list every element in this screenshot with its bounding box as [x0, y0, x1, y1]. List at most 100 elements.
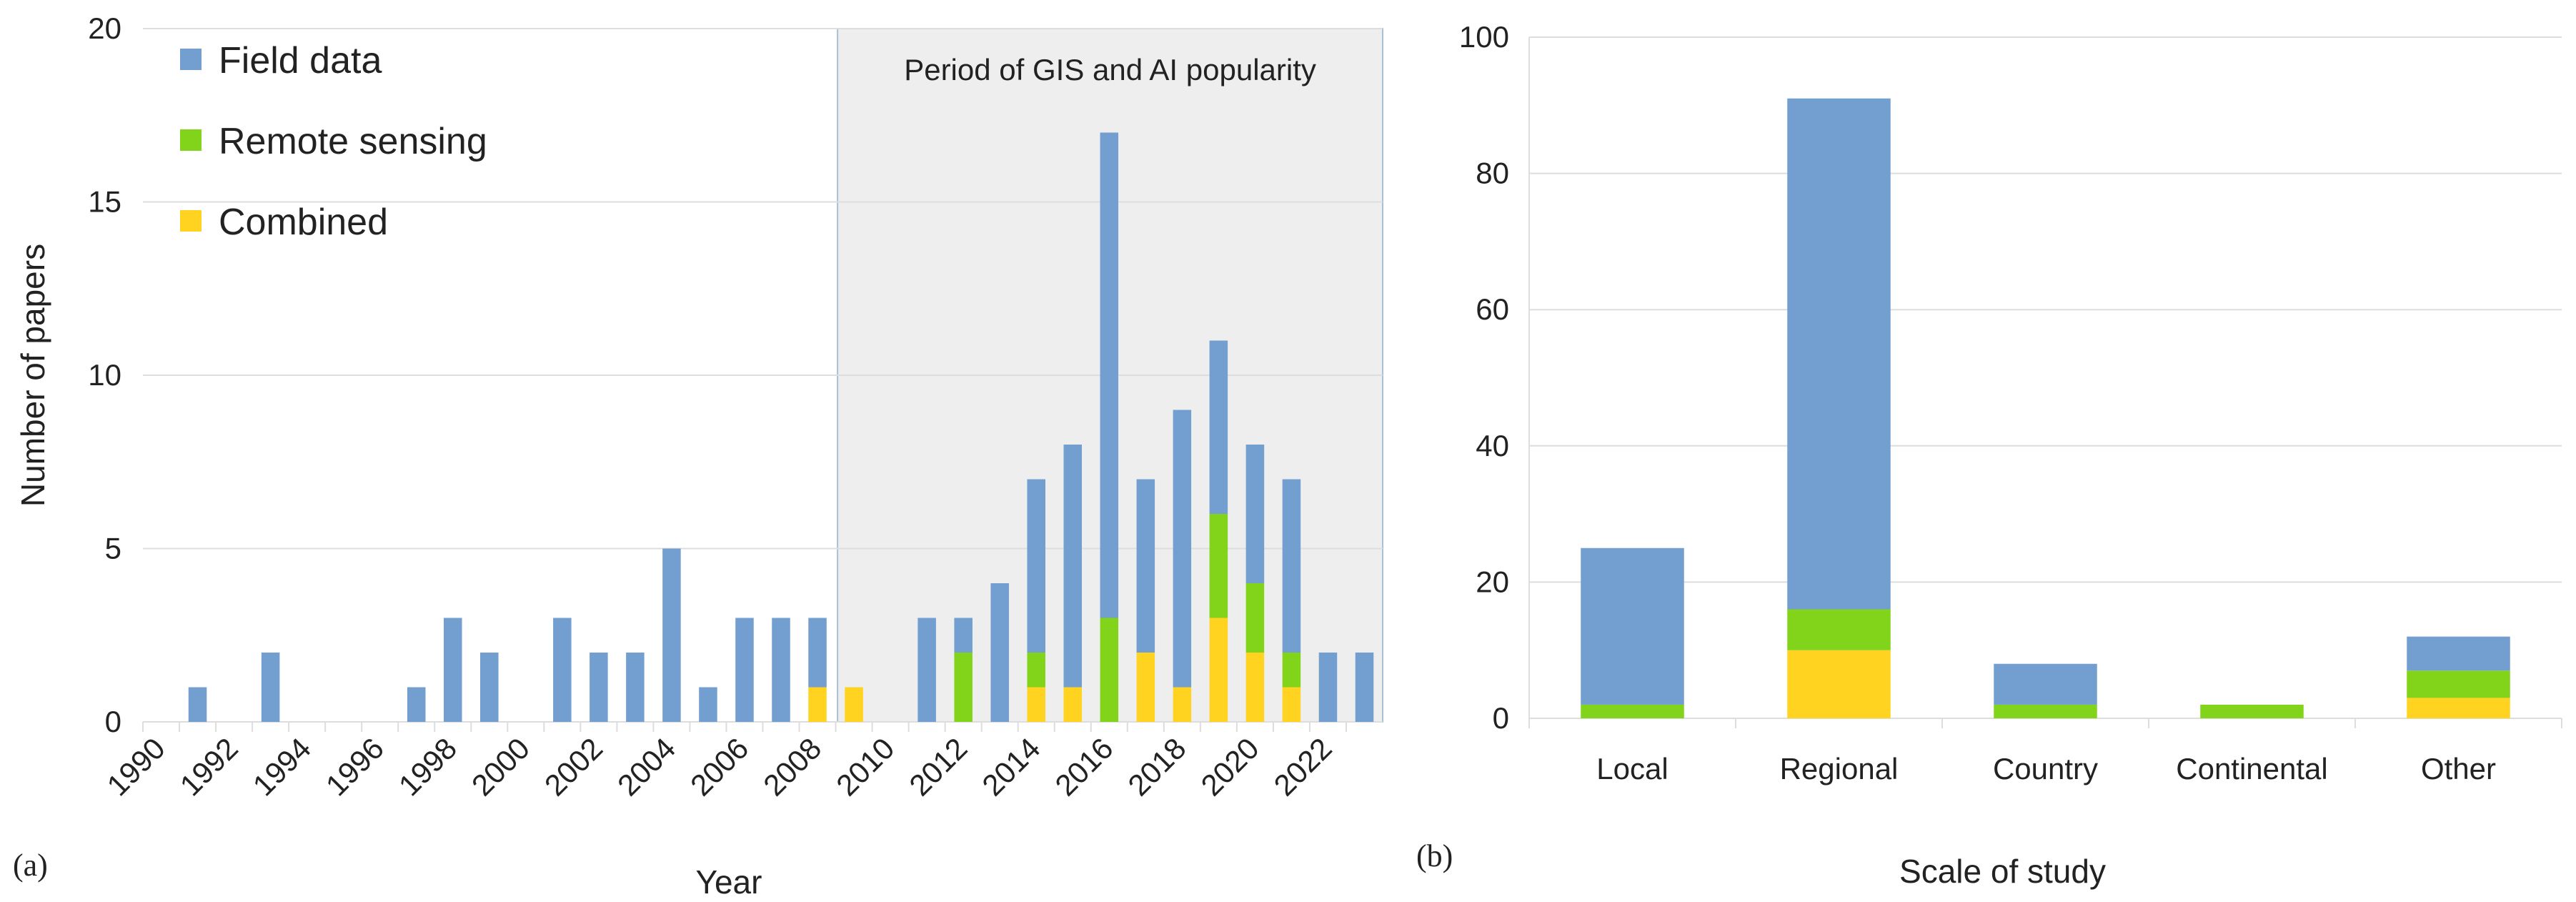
y-tick-0: 0 [105, 705, 121, 738]
bars [188, 132, 1374, 722]
bar-2020-combined [1245, 653, 1265, 722]
y-tick-5: 5 [105, 532, 121, 565]
bar-2018-field-data [1173, 410, 1192, 688]
x-tick-2006: 2006 [684, 731, 755, 802]
bar-2019-remote-sensing [1209, 514, 1228, 618]
panel-label-a: (a) [13, 848, 48, 883]
bar-2009-combined [845, 687, 863, 722]
chart-b-scale-of-study: 0 20 40 60 80 100 Local Regional Country Contine… [1416, 20, 2562, 890]
bar-2012-remote-sensing [954, 653, 973, 722]
legend: Field data Remote sensing Combined [180, 40, 487, 243]
x-tick-2020: 2020 [1194, 731, 1265, 802]
bar-continental-remote-sensing [2200, 704, 2304, 718]
x-tick-2014: 2014 [975, 731, 1046, 802]
x-axis-label: Year [696, 863, 762, 901]
y-tick-labels: 0 5 10 15 20 [88, 11, 121, 738]
y-tick-100: 100 [1459, 20, 1509, 54]
bar-2019-field-data [1209, 340, 1228, 514]
y-tick-10: 10 [88, 358, 121, 392]
bar-regional-field-data [1787, 98, 1891, 610]
highlight-label: Period of GIS and AI popularity [904, 53, 1316, 86]
bar-2021-field-data [1282, 479, 1301, 653]
x-tick-other: Other [2421, 752, 2496, 785]
x-tick-2000: 2000 [465, 731, 536, 802]
bar-2006-field-data [735, 618, 754, 722]
y-tick-60: 60 [1476, 292, 1509, 326]
y-axis-label: Number of papers [14, 244, 51, 507]
bar-2003-field-data [626, 653, 645, 722]
x-tick-local: Local [1596, 752, 1668, 785]
bar-2007-field-data [772, 618, 790, 722]
x-tick-2004: 2004 [611, 731, 682, 802]
bar-2022-field-data [1318, 653, 1338, 722]
bar-country-field-data [1994, 663, 2097, 705]
bar-2018-combined [1173, 687, 1192, 722]
x-tick-regional: Regional [1780, 752, 1899, 785]
y-tick-80: 80 [1476, 157, 1509, 190]
bar-2008-field-data [808, 618, 827, 688]
y-gridlines [1528, 36, 2562, 728]
x-tick-2010: 2010 [830, 731, 900, 802]
x-tick-2016: 2016 [1048, 731, 1119, 802]
bar-2014-remote-sensing [1027, 653, 1045, 688]
legend-label-field-data: Field data [219, 40, 382, 81]
panel-label-b: (b) [1416, 838, 1453, 873]
bar-local-field-data [1581, 547, 1684, 705]
bar-2016-remote-sensing [1100, 618, 1119, 722]
y-tick-20: 20 [1476, 565, 1509, 598]
bar-2020-field-data [1245, 445, 1265, 583]
x-tick-2022: 2022 [1268, 731, 1338, 802]
bar-2015-combined [1063, 687, 1083, 722]
x-tick-labels: Local Regional Country Continental Other [1596, 752, 2496, 785]
x-tick-2018: 2018 [1121, 731, 1192, 802]
x-tick-1994: 1994 [247, 731, 317, 802]
legend-swatch-combined [180, 210, 202, 232]
bar-other-combined [2407, 698, 2510, 718]
bar-1993-field-data [261, 653, 280, 722]
x-tick-country: Country [1993, 752, 2098, 785]
x-tick-1998: 1998 [392, 731, 463, 802]
bar-local-remote-sensing [1581, 704, 1684, 718]
bar-2019-combined [1209, 618, 1228, 722]
bar-2012-field-data [954, 618, 973, 653]
bar-2014-field-data [1027, 479, 1045, 653]
bar-2017-combined [1136, 653, 1155, 722]
x-tick-labels: 1990 1992 1994 1996 1998 2000 2002 2004 2006 2008… [101, 731, 1338, 802]
bar-country-remote-sensing [1994, 704, 2097, 718]
x-tick-2012: 2012 [902, 731, 973, 802]
bar-2016-field-data [1100, 132, 1119, 618]
x-tick-1992: 1992 [174, 731, 244, 802]
x-tick-continental: Continental [2176, 752, 2327, 785]
bar-1991-field-data [188, 687, 207, 722]
bars [1581, 98, 2510, 718]
x-tick-2008: 2008 [757, 731, 827, 802]
bar-2014-combined [1027, 687, 1045, 722]
legend-swatch-field-data [180, 49, 202, 70]
x-axis-label: Scale of study [1899, 853, 2106, 890]
bar-other-remote-sensing [2407, 670, 2510, 698]
x-tick-1990: 1990 [101, 731, 171, 802]
bar-2008-combined [808, 687, 827, 722]
legend-label-remote-sensing: Remote sensing [219, 121, 487, 162]
bar-2021-remote-sensing [1282, 653, 1301, 688]
x-tick-2002: 2002 [538, 731, 609, 802]
bar-2004-field-data [662, 548, 681, 722]
bar-2020-remote-sensing [1245, 583, 1265, 653]
bar-2013-field-data [990, 583, 1009, 722]
bar-2017-field-data [1136, 479, 1155, 653]
y-tick-40: 40 [1476, 429, 1509, 462]
bar-1999-field-data [480, 653, 499, 722]
bar-1998-field-data [443, 618, 462, 722]
y-tick-0: 0 [1493, 701, 1509, 735]
bar-2023-field-data [1355, 653, 1374, 722]
bar-regional-remote-sensing [1787, 609, 1891, 650]
y-tick-labels: 0 20 40 60 80 100 [1459, 20, 1509, 735]
bar-other-field-data [2407, 636, 2510, 671]
bar-2011-field-data [917, 618, 936, 722]
bar-regional-combined [1787, 650, 1891, 718]
legend-label-combined: Combined [219, 202, 388, 243]
bar-2021-combined [1282, 687, 1301, 722]
bar-2001-field-data [553, 618, 572, 722]
bar-2015-field-data [1063, 445, 1083, 688]
